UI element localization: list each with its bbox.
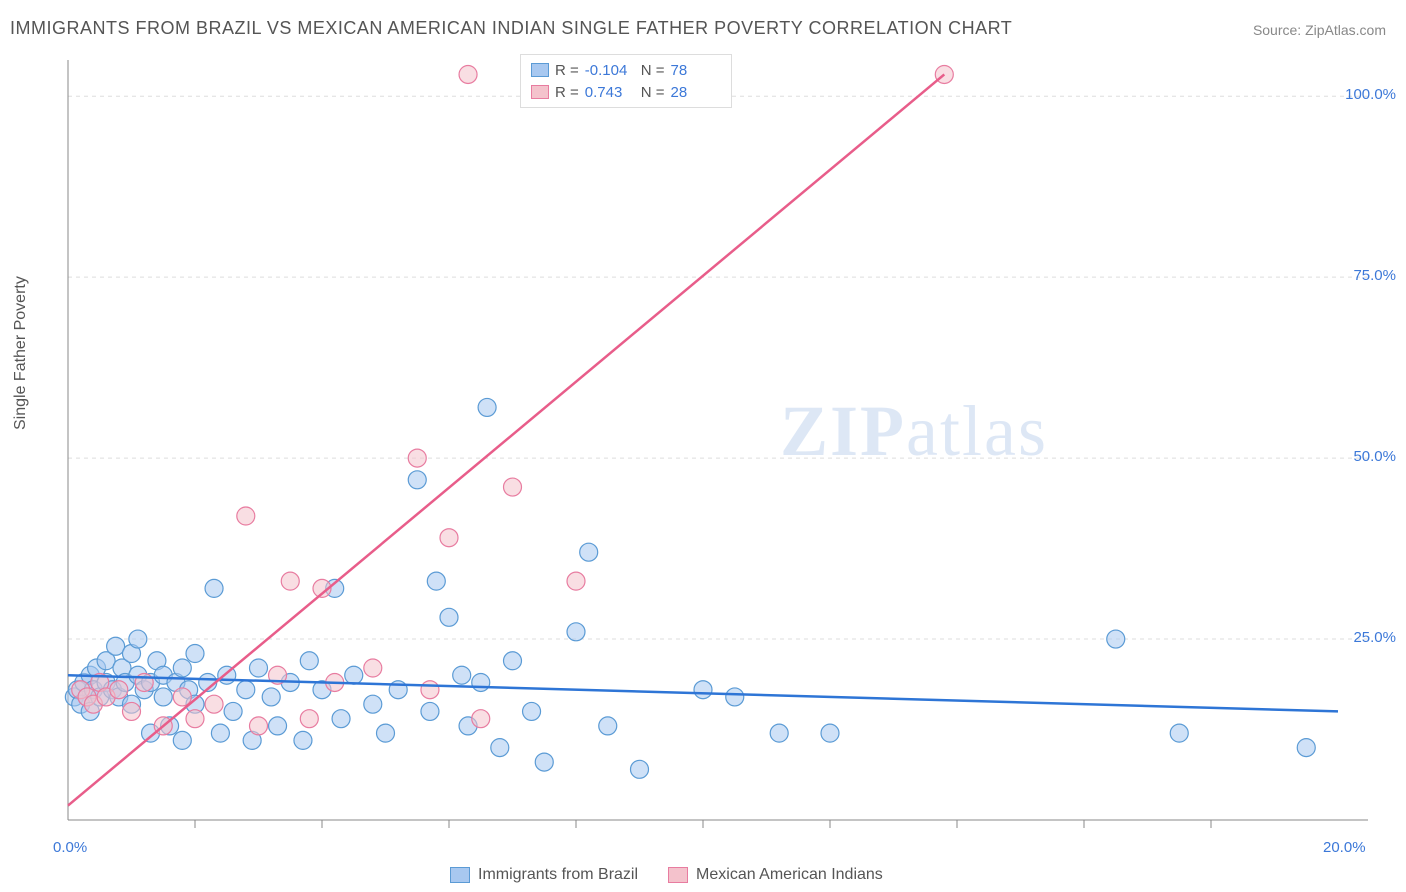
legend-swatch bbox=[668, 867, 688, 883]
y-tick-label: 100.0% bbox=[1345, 86, 1396, 103]
legend-item: Immigrants from Brazil bbox=[450, 866, 638, 884]
legend-n-value: 28 bbox=[671, 84, 721, 101]
x-tick-label: 20.0% bbox=[1323, 839, 1366, 856]
chart-title: IMMIGRANTS FROM BRAZIL VS MEXICAN AMERIC… bbox=[10, 18, 1012, 39]
y-axis-label: Single Father Poverty bbox=[12, 276, 30, 430]
legend-n-value: 78 bbox=[671, 62, 721, 79]
legend-label: Immigrants from Brazil bbox=[478, 866, 638, 884]
y-tick-label: 25.0% bbox=[1353, 629, 1396, 646]
y-tick-label: 75.0% bbox=[1353, 267, 1396, 284]
series-legend: Immigrants from Brazil Mexican American I… bbox=[450, 866, 883, 884]
x-tick-label: 0.0% bbox=[53, 839, 87, 856]
legend-swatch bbox=[531, 85, 549, 99]
legend-swatch bbox=[531, 63, 549, 77]
legend-r-label: R = bbox=[555, 62, 579, 79]
legend-r-label: R = bbox=[555, 84, 579, 101]
legend-r-value: -0.104 bbox=[585, 62, 635, 79]
y-tick-label: 50.0% bbox=[1353, 448, 1396, 465]
legend-swatch bbox=[450, 867, 470, 883]
source-attribution: Source: ZipAtlas.com bbox=[1253, 22, 1386, 38]
scatter-chart bbox=[58, 50, 1378, 830]
legend-n-label: N = bbox=[641, 84, 665, 101]
legend-n-label: N = bbox=[641, 62, 665, 79]
correlation-legend: R = -0.104 N = 78 R = 0.743 N = 28 bbox=[520, 54, 732, 108]
chart-svg bbox=[58, 50, 1378, 830]
legend-label: Mexican American Indians bbox=[696, 866, 883, 884]
legend-item: Mexican American Indians bbox=[668, 866, 883, 884]
legend-r-value: 0.743 bbox=[585, 84, 635, 101]
